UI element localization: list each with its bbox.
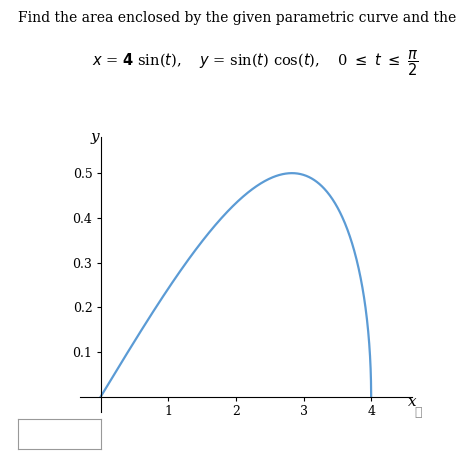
Text: x: x: [408, 395, 416, 409]
Text: $\it{x}$ = $\mathbf{4}$ sin($\it{t}$),    $\it{y}$ = sin($\it{t}$) cos($\it{t}$): $\it{x}$ = $\mathbf{4}$ sin($\it{t}$), $…: [92, 48, 418, 78]
Text: Find the area enclosed by the given parametric curve and the x-axis.: Find the area enclosed by the given para…: [18, 11, 459, 26]
Text: ⓘ: ⓘ: [414, 406, 421, 419]
Text: y: y: [91, 130, 100, 144]
